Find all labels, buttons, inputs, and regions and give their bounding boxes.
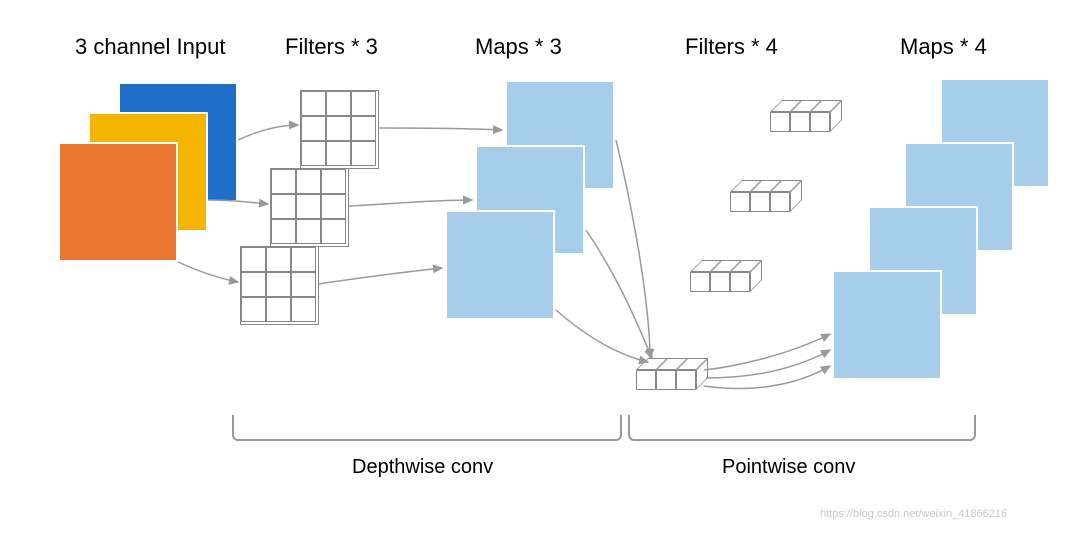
label-filters4: Filters * 4 — [685, 34, 778, 60]
diagram-canvas: 3 channel Input Filters * 3 Maps * 3 Fil… — [0, 0, 1066, 546]
label-maps4: Maps * 4 — [900, 34, 987, 60]
maps4-3 — [832, 270, 942, 380]
bracket-pointwise — [628, 415, 976, 441]
filter-grid-c — [240, 246, 319, 325]
maps3-front — [445, 210, 555, 320]
label-filters3: Filters * 3 — [285, 34, 378, 60]
input-square-front — [58, 142, 178, 262]
label-maps3: Maps * 3 — [475, 34, 562, 60]
label-input: 3 channel Input — [75, 34, 225, 60]
watermark: https://blog.csdn.net/weixin_41866216 — [820, 508, 1007, 520]
cube-1 — [770, 100, 842, 132]
bracket-depthwise — [232, 415, 622, 441]
cube-4 — [636, 358, 708, 390]
label-depthwise: Depthwise conv — [352, 456, 493, 479]
filter-grid-b — [270, 168, 349, 247]
filter-grid-a — [300, 90, 379, 169]
cube-2 — [730, 180, 802, 212]
label-pointwise: Pointwise conv — [722, 456, 855, 479]
cube-3 — [690, 260, 762, 292]
